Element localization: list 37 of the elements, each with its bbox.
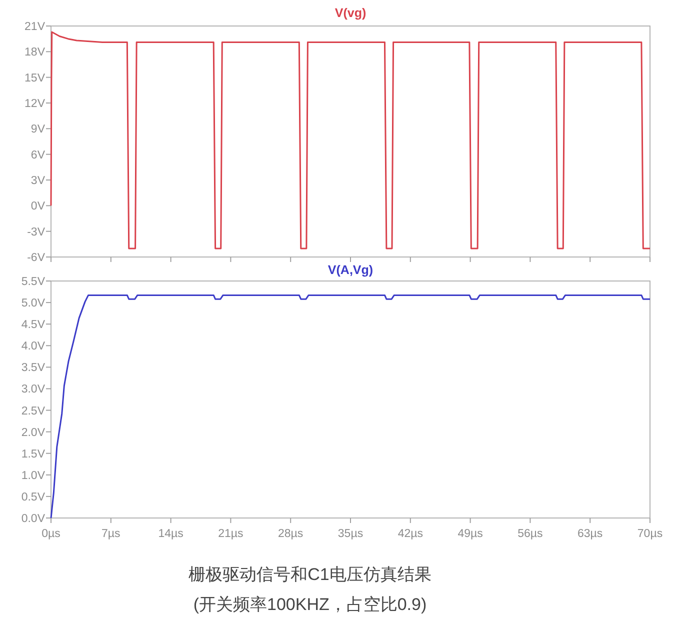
y-tick-label: 5.0V (21, 298, 46, 310)
y-tick-label: 15V (24, 72, 46, 84)
x-tick-label: 14µs (158, 528, 184, 540)
text: 栅极驱动信号和C1电压仿真结果 (188, 565, 432, 584)
y-tick-label: 1.0V (21, 470, 46, 482)
y-tick-label: 0.5V (21, 491, 46, 504)
y-tick-label: 2.5V (21, 405, 46, 418)
x-tick-label: 28µs (278, 528, 304, 540)
y-tick-label: 0.0V (21, 513, 46, 525)
y-tick-label: 21V (24, 21, 46, 33)
x-tick-label: 35µs (338, 528, 364, 540)
y-tick-label: 1.5V (21, 448, 46, 460)
y-tick-label: 3.5V (21, 362, 46, 374)
y-tick-label: 0V (30, 200, 46, 213)
y-tick-label: 12V (24, 98, 46, 110)
y-tick-label: 3V (30, 175, 46, 187)
y-tick-label: 18V (24, 46, 46, 59)
chart-title: V(vg) (334, 6, 366, 20)
y-tick-label: 2.0V (21, 426, 46, 439)
x-tick-label: 70µs (637, 528, 663, 540)
y-tick-label: 5.5V (21, 276, 46, 288)
chart-title: V(A,Vg) (328, 263, 374, 277)
x-tick-label: 21µs (218, 528, 244, 540)
x-tick-label: 49µs (458, 528, 484, 540)
y-tick-label: -3V (27, 226, 46, 238)
x-tick-label: 56µs (518, 528, 544, 540)
x-tick-label: 63µs (578, 528, 603, 540)
text: (开关频率100KHZ，占空比0.9) (193, 595, 427, 614)
x-tick-label: 7µs (102, 528, 121, 540)
x-tick-label: 0µs (42, 528, 61, 540)
y-tick-label: 4.5V (21, 319, 46, 332)
y-tick-label: 3.0V (21, 384, 46, 396)
y-tick-label: 9V (30, 124, 46, 136)
x-tick-label: 42µs (398, 528, 424, 540)
y-tick-label: 6V (30, 149, 46, 162)
y-tick-label: 4.0V (21, 340, 46, 353)
y-tick-label: -6V (27, 252, 46, 264)
